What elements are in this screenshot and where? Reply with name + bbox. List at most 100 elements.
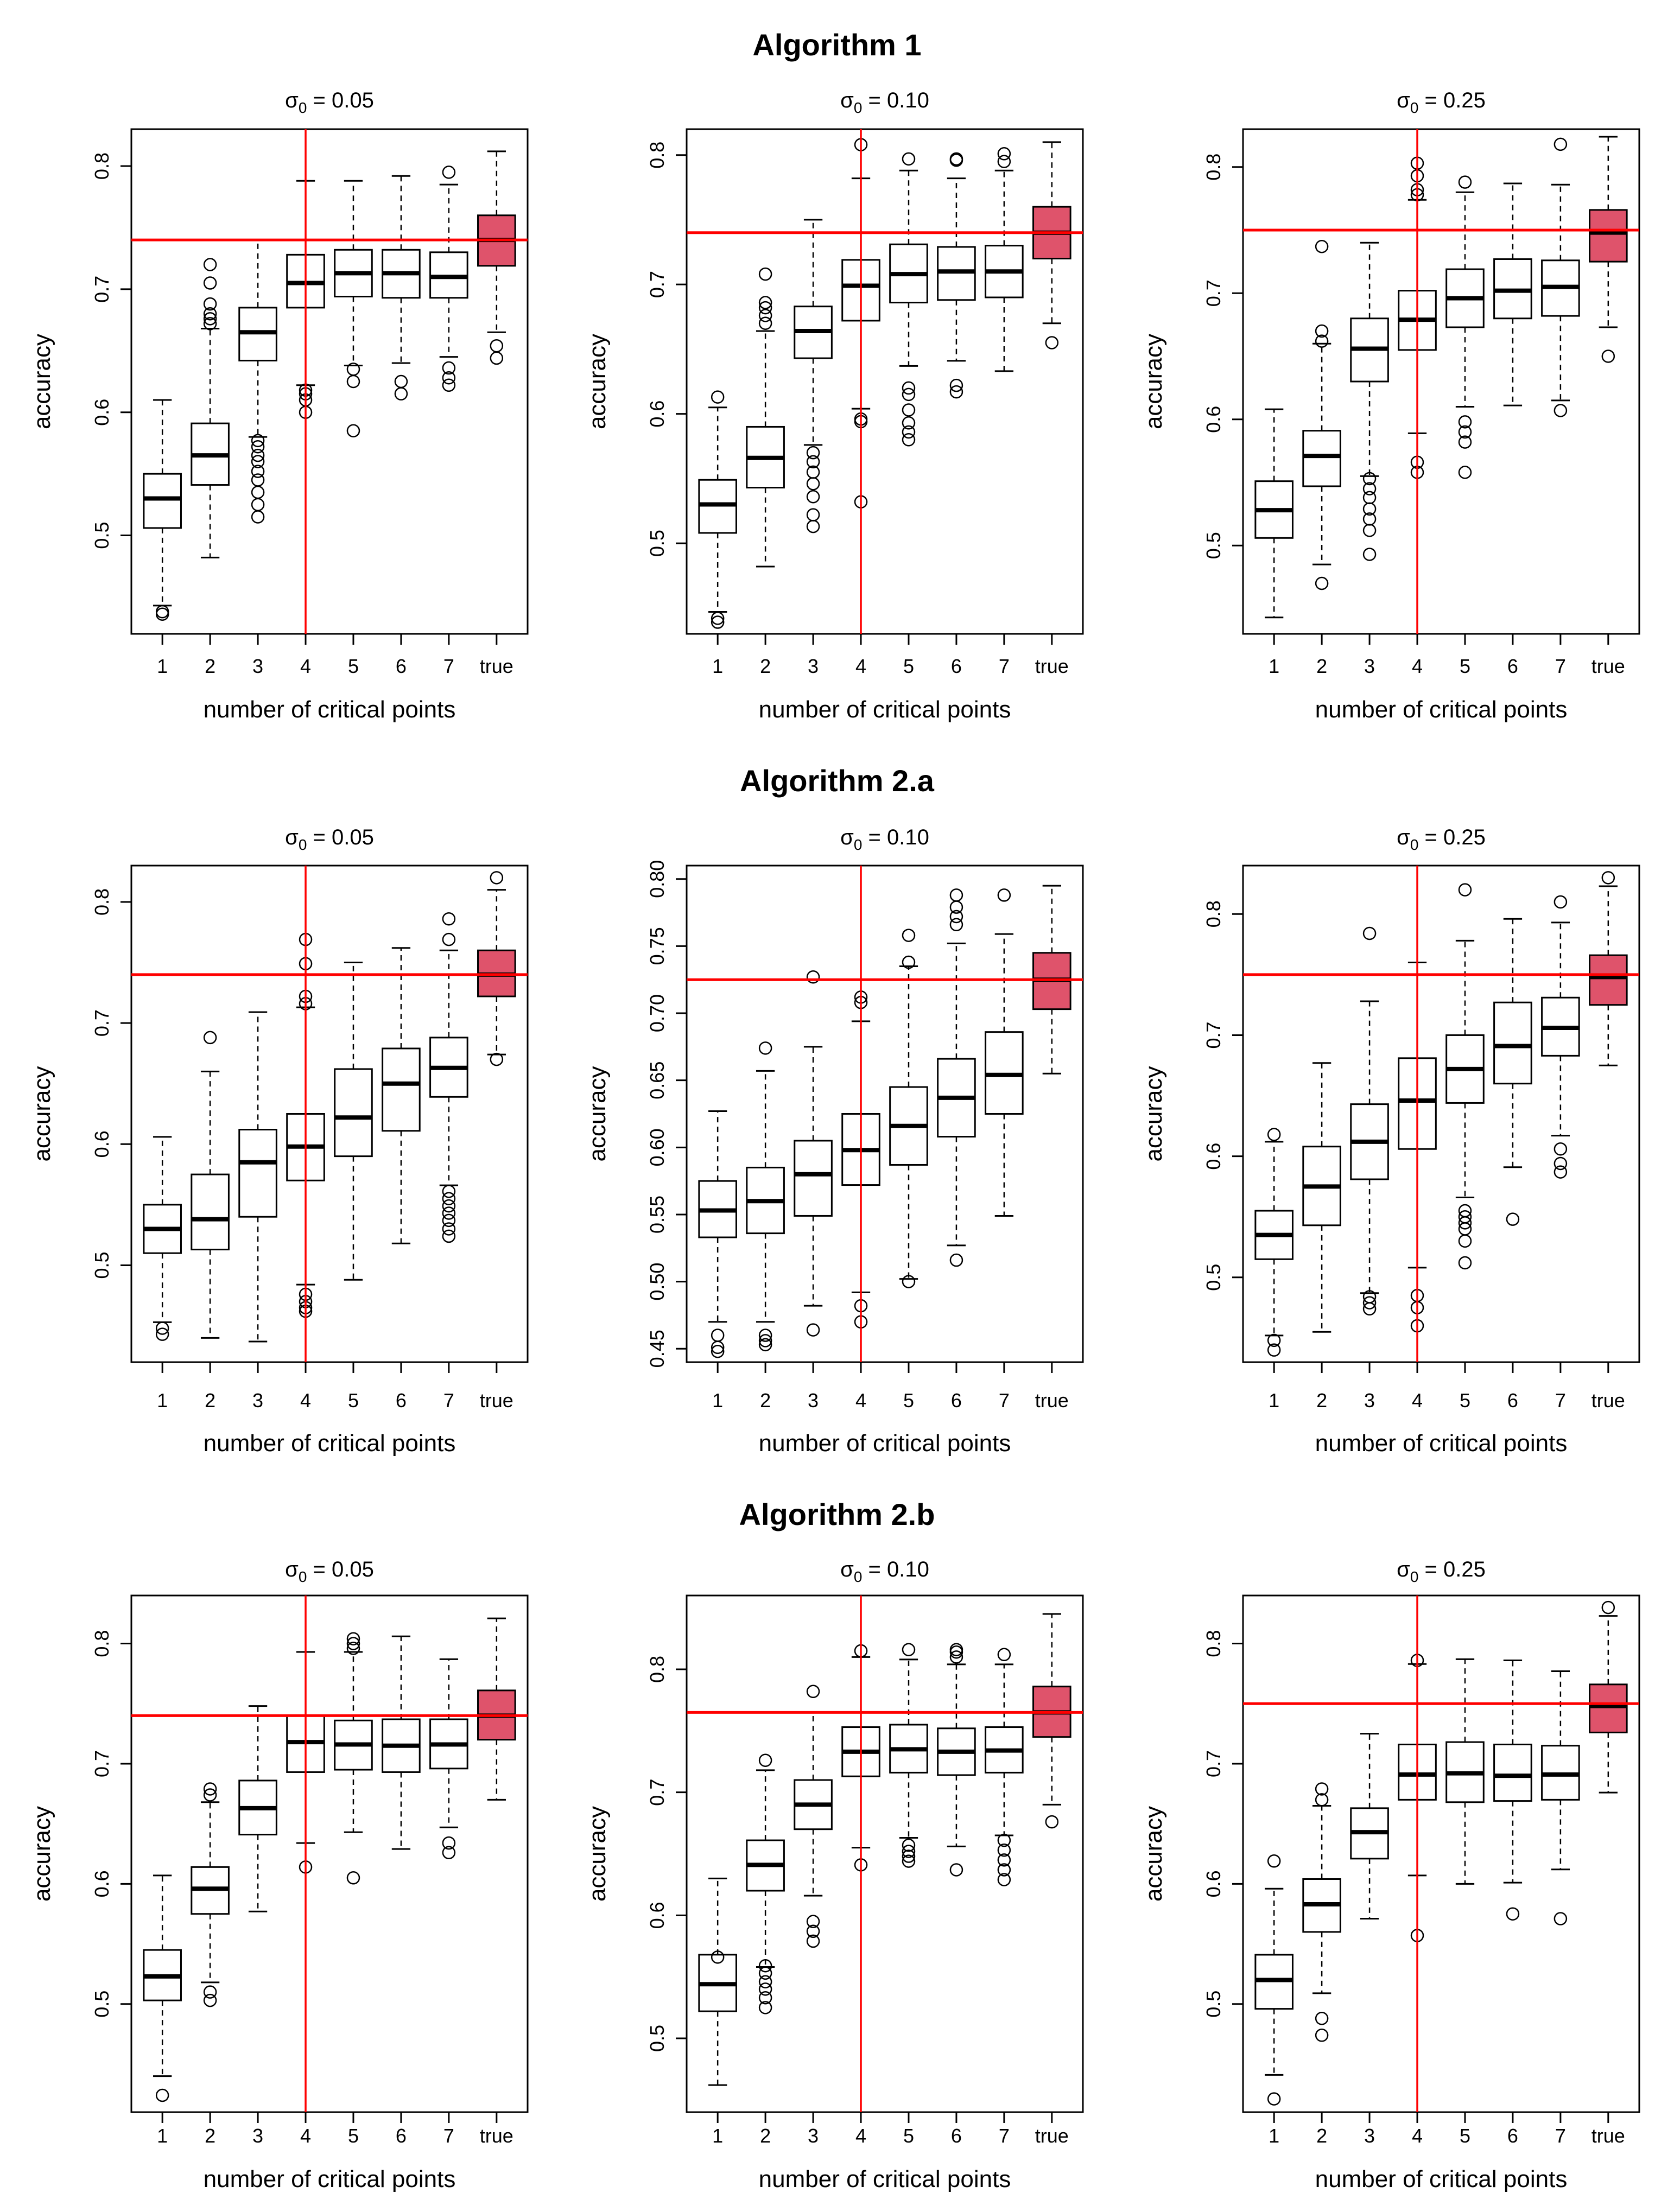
y-tick-label: 0.6 [1202,1143,1225,1170]
x-tick-label: true [1591,655,1625,677]
outlier-point [711,390,725,404]
outlier-point [1506,1907,1520,1921]
outlier-point [806,1323,820,1337]
outlier-point [442,1222,456,1236]
panel-title-sigma: σ [285,88,299,112]
outlier-point [806,1915,820,1928]
box-iqr [1493,1744,1532,1802]
outlier-point [1267,1343,1281,1357]
outlier-point [758,1334,772,1347]
box-5 [334,180,373,437]
x-axis-label: number of critical points [204,2166,456,2192]
x-tick-label: true [480,655,513,677]
x-axis-label: number of critical points [204,696,456,723]
x-tick-label: 4 [1412,1389,1423,1412]
outlier-point [902,1845,916,1858]
x-tick-label: 1 [1269,2125,1279,2147]
outlier-point [902,152,916,166]
x-tick-label: true [1035,2125,1069,2147]
box-1 [698,1110,737,1358]
box-iqr [1589,209,1628,263]
outlier-point [902,1275,916,1288]
y-tick-label: 0.5 [91,522,113,549]
outlier-point [1315,1793,1329,1807]
box-iqr [382,1047,421,1132]
box-1 [143,1136,182,1341]
box-5 [1445,175,1485,479]
outlier-point [1362,524,1377,537]
box-iqr [1493,1001,1532,1085]
box-6 [937,1643,976,1877]
y-tick-label: 0.7 [1202,1021,1225,1048]
x-tick-label: 6 [396,1389,407,1412]
y-tick-label: 0.60 [646,1128,668,1166]
outlier-point [1458,175,1472,189]
panel-title-subscript: 0 [854,1568,863,1585]
plot-frame [1242,128,1640,635]
x-axis-label: number of critical points [759,2166,1011,2192]
box-iqr [191,1173,230,1250]
outlier-point [758,316,772,330]
x-tick-label: 1 [157,2125,168,2147]
outlier-point [902,433,916,447]
x-tick-label: 4 [855,1389,866,1412]
outlier-point [203,297,217,311]
y-axis-label: accuracy [29,1806,55,1902]
y-tick-label: 0.8 [91,152,113,180]
outlier-point [806,455,820,469]
x-tick-label: 7 [443,655,454,677]
x-tick-label: 7 [1555,1389,1566,1412]
outlier-point [902,955,916,969]
x-tick-label: 3 [252,655,263,677]
outlier-point [203,1993,217,2007]
panel-title-value: = 0.05 [307,1558,373,1581]
box-2 [191,1782,230,2007]
outlier-point [806,465,820,479]
outlier-point [442,378,456,392]
outlier-point [1362,482,1377,495]
outlier-point [442,371,456,385]
x-tick-label: 2 [760,655,771,677]
x-tick-label: 6 [951,2125,962,2147]
box-5 [889,1643,928,1868]
x-tick-label: 6 [1507,655,1518,677]
box-6 [382,947,421,1244]
y-tick-label: 0.7 [1202,279,1225,307]
outlier-point [1553,1156,1568,1171]
box-3 [238,1705,277,1912]
plot-frame [1242,865,1640,1363]
x-tick-label: 1 [712,655,723,677]
panel-title: σ0 = 0.25 [1397,825,1486,853]
y-tick-label: 0.55 [646,1196,668,1234]
panel-title: σ0 = 0.05 [285,88,374,116]
outlier-point [1553,404,1568,417]
box-7 [985,1648,1024,1886]
outlier-point [1315,239,1329,253]
box-3 [1350,241,1389,561]
y-tick-label: 0.70 [646,994,668,1032]
outlier-point [806,508,820,522]
y-tick-label: 0.5 [91,1991,113,2018]
x-axis-label: number of critical points [204,1430,456,1457]
outlier-point [203,258,217,271]
outlier-point [1458,1234,1472,1248]
outlier-point [251,485,265,499]
x-tick-label: 5 [348,1389,359,1412]
outlier-point [203,312,217,326]
outlier-point [490,351,504,365]
outlier-point [490,1052,504,1066]
outlier-point [902,403,916,417]
x-axis-label: number of critical points [759,1430,1011,1457]
outlier-point [442,1846,456,1860]
outlier-point [949,1863,963,1877]
panel-2: σ0 = 0.10 0.5 0.6 0.7 0.8 accuracy 1 2 3 4 5 6 7 true… [584,88,1084,723]
outlier-point [442,1199,456,1213]
y-tick-label: 0.5 [646,2025,668,2052]
outlier-point [1267,1333,1281,1347]
x-tick-label: 2 [1316,2125,1327,2147]
box-2 [1302,239,1341,590]
x-tick-label: 5 [903,655,914,677]
panel-title: σ0 = 0.10 [840,88,929,116]
outlier-point [1315,334,1329,348]
